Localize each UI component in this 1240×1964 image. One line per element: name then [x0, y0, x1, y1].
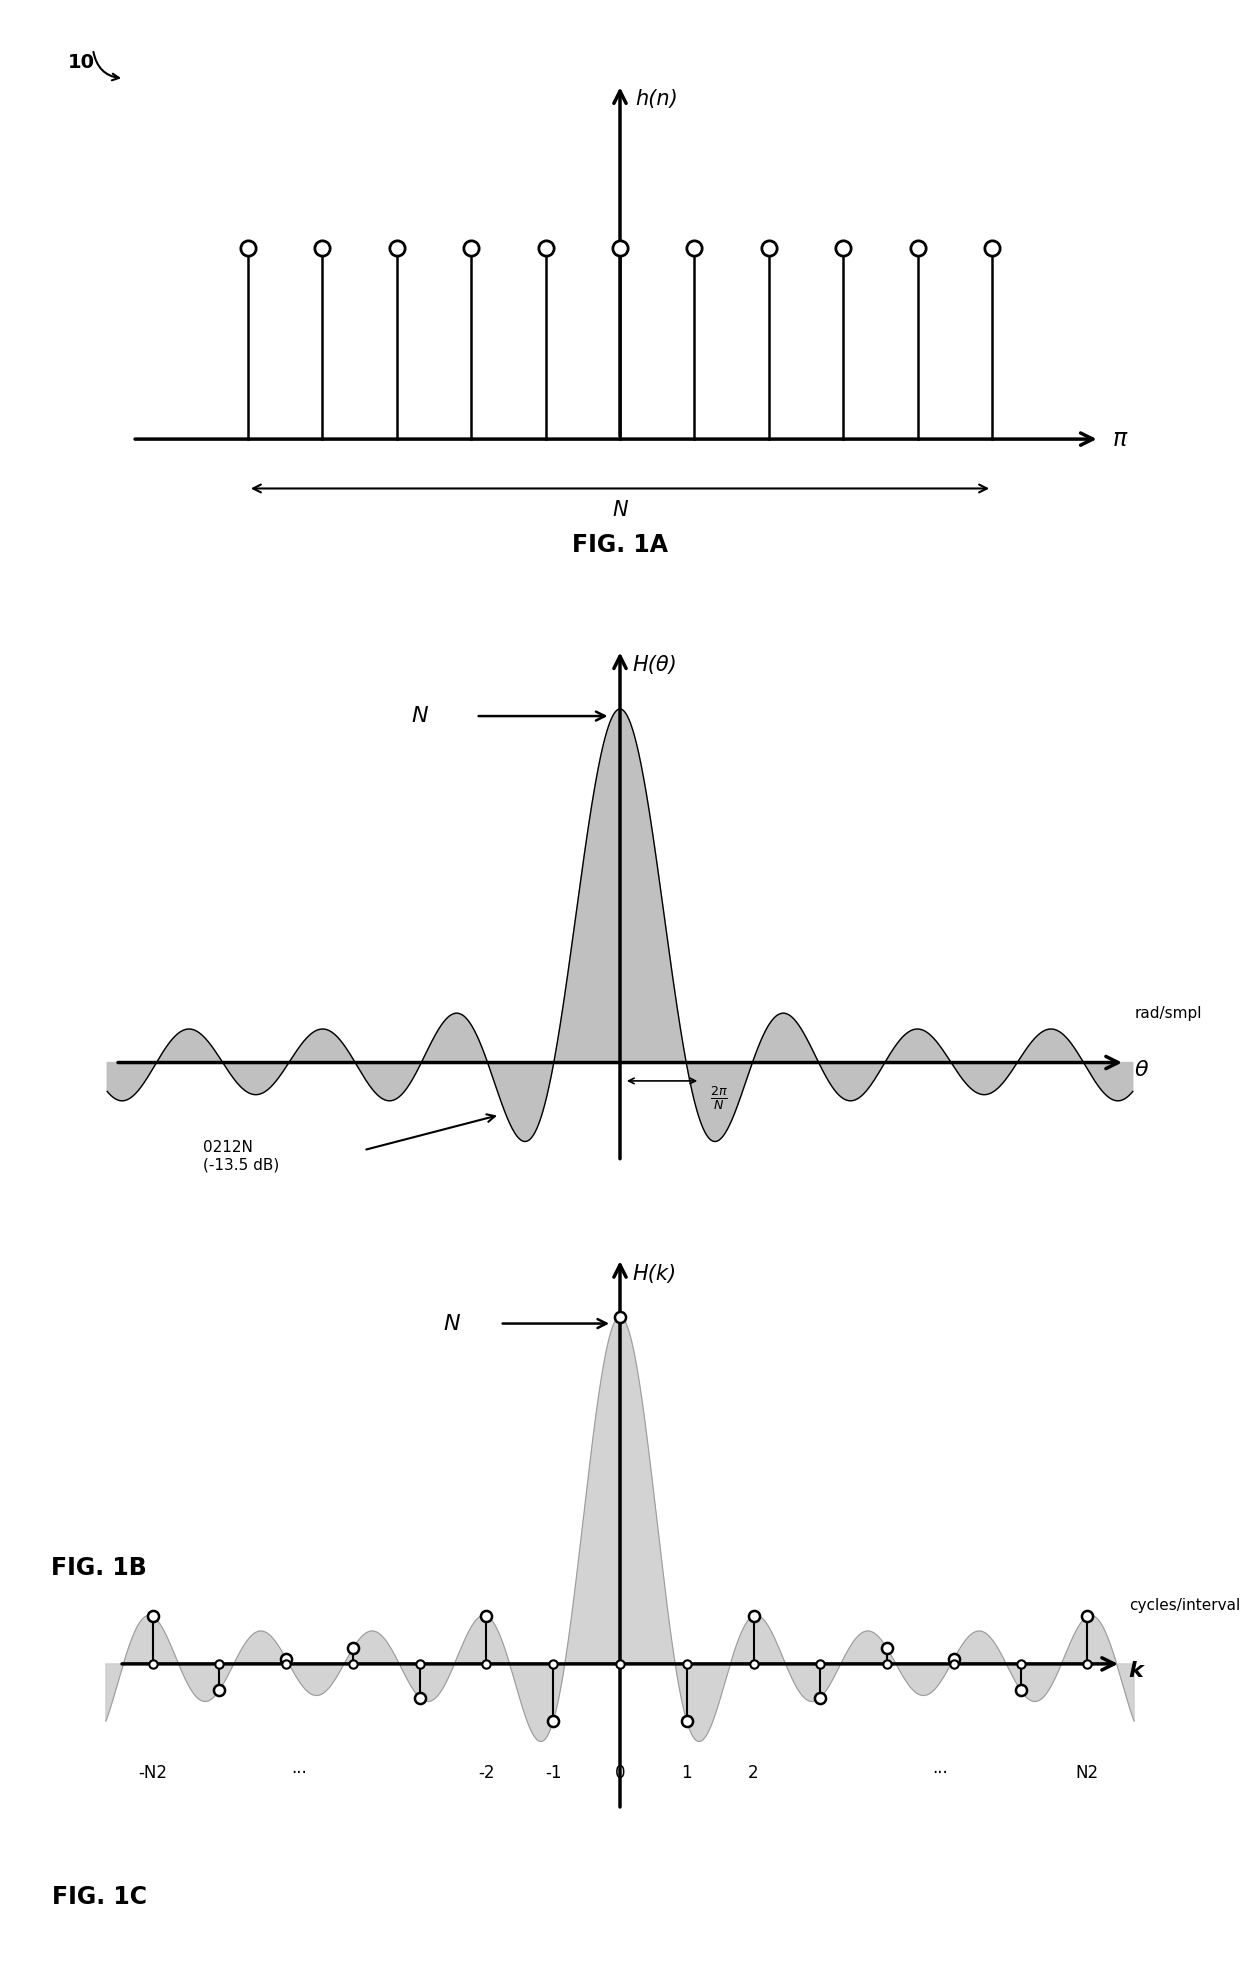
Text: $\frac{2\pi}{N}$: $\frac{2\pi}{N}$ [709, 1084, 728, 1112]
Text: -N2: -N2 [138, 1764, 167, 1781]
Text: -1: -1 [546, 1764, 562, 1781]
Text: 2: 2 [748, 1764, 759, 1781]
Text: cycles/interval: cycles/interval [1128, 1599, 1240, 1612]
Text: H(k): H(k) [632, 1263, 676, 1284]
Text: FIG. 1C: FIG. 1C [52, 1885, 146, 1909]
Text: N: N [613, 499, 627, 520]
Text: 1: 1 [682, 1764, 692, 1781]
Text: 0: 0 [615, 1764, 625, 1781]
Text: ···: ··· [291, 1764, 308, 1781]
Text: 10: 10 [68, 53, 95, 73]
Text: FIG. 1B: FIG. 1B [51, 1555, 148, 1579]
Text: rad/smpl: rad/smpl [1135, 1006, 1202, 1021]
Text: H(θ): H(θ) [632, 656, 677, 676]
Text: h(n): h(n) [635, 88, 677, 108]
Text: -2: -2 [479, 1764, 495, 1781]
Text: N: N [443, 1314, 460, 1334]
Text: ···: ··· [932, 1764, 949, 1781]
Text: 0212N
(-13.5 dB): 0212N (-13.5 dB) [203, 1141, 279, 1173]
Text: N2: N2 [1076, 1764, 1099, 1781]
Text: k: k [1128, 1662, 1143, 1681]
Text: N: N [412, 707, 428, 727]
Text: $\theta$: $\theta$ [1135, 1061, 1149, 1080]
Text: $\pi$: $\pi$ [1112, 426, 1128, 452]
Text: FIG. 1A: FIG. 1A [572, 534, 668, 558]
